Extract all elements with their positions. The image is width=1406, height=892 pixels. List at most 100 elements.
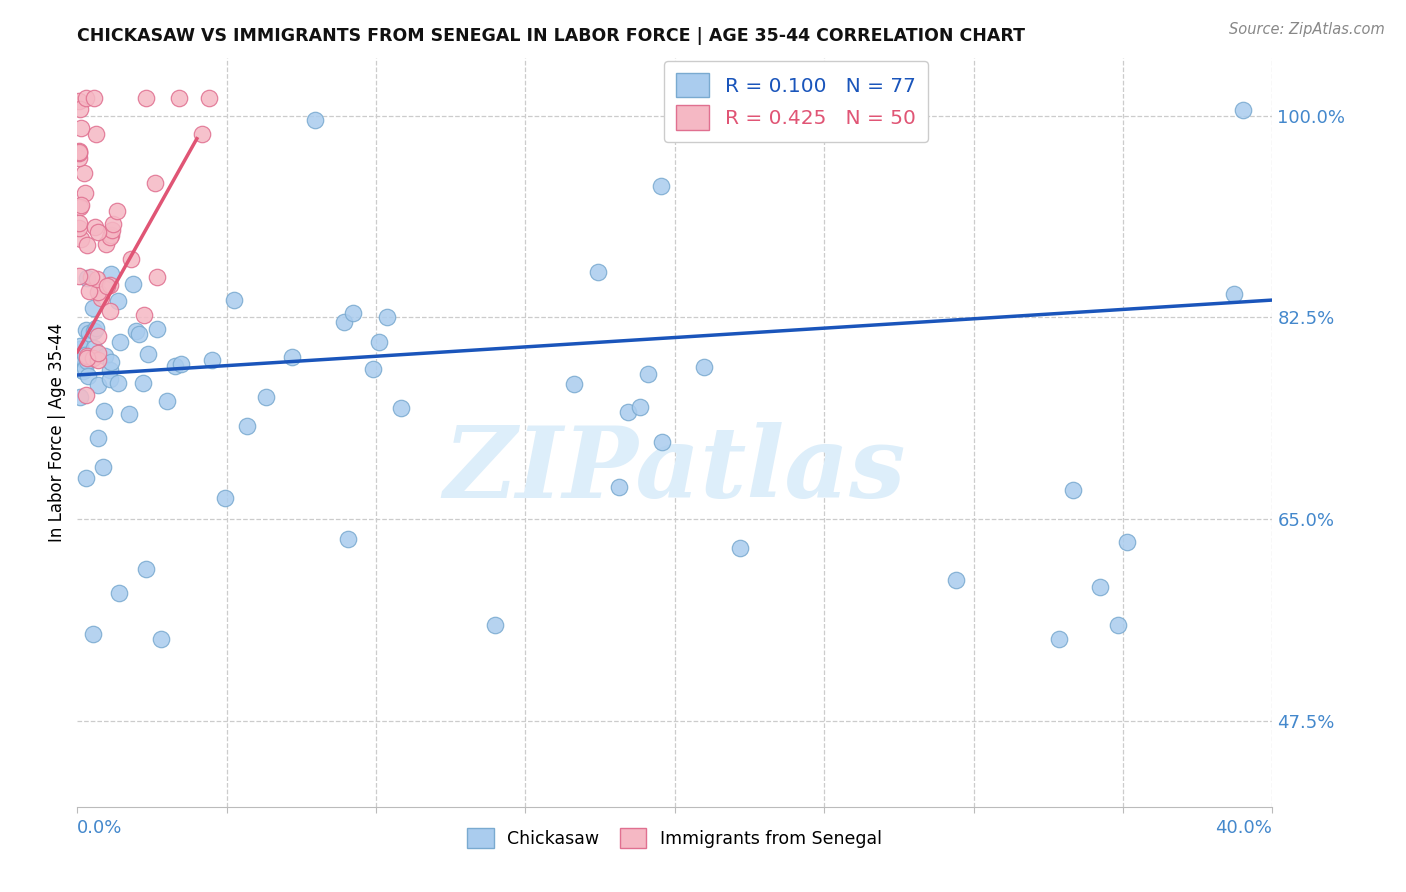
Point <box>389 401 412 415</box>
Point <box>70 198 93 212</box>
Point <box>76 349 98 363</box>
Point <box>87 346 110 360</box>
Point <box>69 362 91 376</box>
Point <box>87 285 110 299</box>
Point <box>337 532 360 546</box>
Point <box>84 127 107 141</box>
Point <box>163 359 186 373</box>
Text: ZIPatlas: ZIPatlas <box>444 422 905 518</box>
Point <box>69 103 91 117</box>
Point <box>98 371 121 385</box>
Point <box>150 632 173 646</box>
Point <box>132 376 155 391</box>
Point <box>1223 287 1246 301</box>
Point <box>73 186 96 200</box>
Point <box>342 305 364 319</box>
Point <box>118 407 141 421</box>
Point <box>128 327 150 342</box>
Point <box>67 144 90 158</box>
Point <box>562 376 585 391</box>
Point <box>107 586 129 600</box>
Point <box>120 252 142 266</box>
Point <box>198 91 221 105</box>
Point <box>94 236 117 251</box>
Point <box>1232 103 1254 117</box>
Point <box>945 573 967 587</box>
Point <box>75 471 97 485</box>
Point <box>77 326 100 340</box>
Point <box>67 152 90 166</box>
Point <box>69 339 91 353</box>
Point <box>93 349 115 363</box>
Point <box>281 350 304 364</box>
Point <box>107 376 129 391</box>
Point <box>83 341 105 355</box>
Point <box>146 322 169 336</box>
Point <box>75 91 97 105</box>
Point <box>75 388 97 402</box>
Point <box>201 353 224 368</box>
Point <box>98 230 121 244</box>
Point <box>333 316 356 330</box>
Point <box>167 91 190 105</box>
Point <box>136 346 159 360</box>
Point <box>107 294 129 309</box>
Point <box>375 310 398 325</box>
Text: 0.0%: 0.0% <box>77 819 122 837</box>
Point <box>586 265 609 279</box>
Point <box>607 480 630 494</box>
Point <box>224 293 246 307</box>
Point <box>69 200 91 214</box>
Point <box>361 362 384 376</box>
Point <box>101 223 124 237</box>
Point <box>89 291 111 305</box>
Point <box>82 627 104 641</box>
Point <box>69 343 91 357</box>
Point <box>156 394 179 409</box>
Point <box>75 322 97 336</box>
Point <box>87 329 110 343</box>
Point <box>484 618 506 632</box>
Point <box>83 220 105 235</box>
Point <box>616 405 638 419</box>
Point <box>254 390 277 404</box>
Point <box>135 562 157 576</box>
Point <box>93 404 115 418</box>
Point <box>100 355 122 369</box>
Point <box>146 270 169 285</box>
Point <box>650 179 672 194</box>
Point <box>67 94 90 108</box>
Point <box>214 491 236 506</box>
Point <box>651 434 673 449</box>
Point <box>83 324 105 338</box>
Text: 40.0%: 40.0% <box>1216 819 1272 837</box>
Point <box>728 541 751 556</box>
Point <box>67 216 90 230</box>
Point <box>1047 632 1070 646</box>
Point <box>108 335 131 350</box>
Point <box>368 334 391 349</box>
Point <box>1115 535 1137 549</box>
Point <box>125 324 148 338</box>
Point <box>87 377 110 392</box>
Point <box>69 390 91 404</box>
Point <box>96 278 118 293</box>
Point <box>67 269 90 284</box>
Point <box>77 368 100 383</box>
Point <box>87 431 110 445</box>
Point <box>82 351 104 366</box>
Point <box>70 121 93 136</box>
Point <box>191 127 214 141</box>
Point <box>84 320 107 334</box>
Point <box>80 270 103 285</box>
Point <box>67 145 90 159</box>
Point <box>304 112 326 127</box>
Point <box>98 278 121 293</box>
Point <box>628 400 651 414</box>
Point <box>236 419 259 434</box>
Legend: Chickasaw, Immigrants from Senegal: Chickasaw, Immigrants from Senegal <box>461 821 889 855</box>
Text: CHICKASAW VS IMMIGRANTS FROM SENEGAL IN LABOR FORCE | AGE 35-44 CORRELATION CHAR: CHICKASAW VS IMMIGRANTS FROM SENEGAL IN … <box>77 28 1025 45</box>
Point <box>101 217 124 231</box>
Point <box>1107 618 1129 632</box>
Point <box>73 361 96 376</box>
